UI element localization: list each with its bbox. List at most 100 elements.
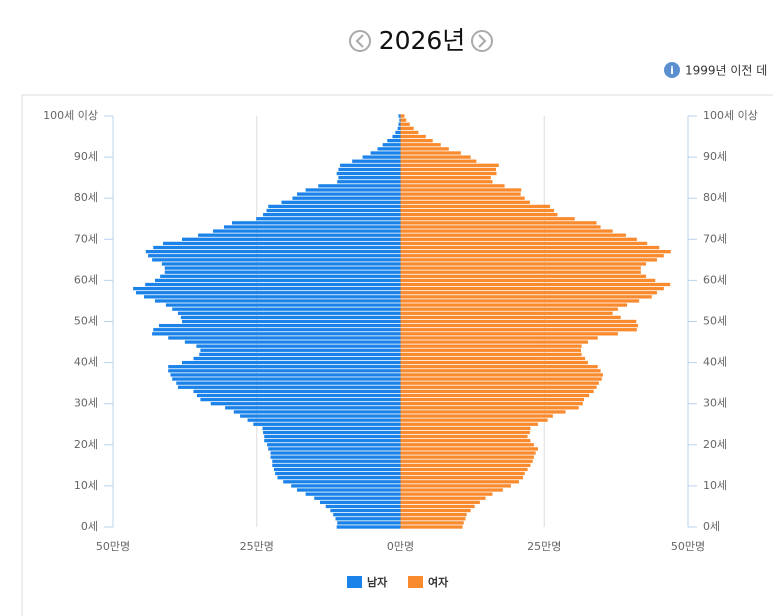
bar <box>400 402 583 406</box>
bar <box>400 451 536 455</box>
bar <box>152 258 401 262</box>
bar <box>223 225 401 229</box>
y-tick-label: 30세 <box>703 397 727 410</box>
bar <box>400 122 410 126</box>
bar <box>154 299 401 303</box>
bar <box>400 328 637 332</box>
bar <box>400 439 531 443</box>
bar <box>400 254 664 258</box>
bar <box>182 360 401 365</box>
bar <box>325 504 401 509</box>
bar <box>333 513 401 517</box>
bar <box>291 484 401 488</box>
bar <box>398 114 401 118</box>
bar <box>338 175 401 180</box>
bar <box>387 139 401 143</box>
bar <box>400 365 598 369</box>
bar <box>370 151 401 155</box>
bar <box>145 282 401 287</box>
bar <box>392 134 401 139</box>
bar <box>172 377 401 381</box>
bar <box>400 225 601 229</box>
bar <box>266 208 401 213</box>
y-tick-label: 10세 <box>74 479 98 492</box>
bar <box>267 443 401 447</box>
bar <box>400 373 603 377</box>
y-tick-label: 70세 <box>703 232 727 245</box>
bar <box>163 241 401 246</box>
svg-text:i: i <box>670 64 674 77</box>
bar <box>397 126 401 130</box>
legend-swatch <box>408 576 423 588</box>
bar <box>148 254 401 258</box>
bar <box>400 422 538 426</box>
bar <box>400 180 493 184</box>
bar <box>165 303 401 307</box>
bar <box>400 356 586 361</box>
bar <box>193 389 401 394</box>
bar <box>400 143 441 147</box>
bar <box>400 397 584 402</box>
bar <box>398 122 401 126</box>
bar <box>400 184 505 188</box>
bar <box>400 200 530 204</box>
bar <box>297 488 401 492</box>
y-tick-label: 20세 <box>74 438 98 451</box>
bar <box>213 229 401 233</box>
bar <box>180 315 401 320</box>
bar <box>400 307 618 311</box>
bar <box>400 245 660 250</box>
bar <box>337 521 401 525</box>
bar <box>133 286 401 291</box>
bar <box>264 439 401 443</box>
bar <box>400 517 466 521</box>
y-tick-label: 80세 <box>74 191 98 204</box>
bar <box>400 295 652 299</box>
y-tick-label: 30세 <box>74 397 98 410</box>
bar <box>400 130 419 135</box>
bar <box>400 323 638 328</box>
bar <box>400 459 533 463</box>
y-tick-label: 90세 <box>74 150 98 163</box>
bar <box>272 459 401 463</box>
next-button[interactable] <box>471 30 493 52</box>
bar <box>395 130 401 135</box>
y-tick-label: 0세 <box>703 520 720 533</box>
bar <box>400 443 534 447</box>
bar <box>320 500 401 504</box>
bar <box>161 262 401 266</box>
y-tick-label: 90세 <box>703 150 727 163</box>
bar <box>400 171 497 176</box>
bar <box>400 258 657 262</box>
bar <box>210 402 401 406</box>
bar <box>281 200 401 204</box>
bar <box>400 126 414 130</box>
bar <box>362 155 401 159</box>
bar <box>400 447 538 451</box>
bar <box>268 447 401 451</box>
bar <box>400 476 523 480</box>
bar <box>400 233 626 237</box>
bar <box>400 393 590 398</box>
y-tick-label: 40세 <box>703 356 727 369</box>
y-tick-label: 80세 <box>703 191 727 204</box>
bar <box>400 262 647 266</box>
notice: 1999년 이전 데 <box>685 64 767 78</box>
bar <box>400 192 521 196</box>
bar <box>400 237 637 241</box>
bar <box>400 274 647 278</box>
bar <box>400 496 486 500</box>
bar <box>256 217 401 221</box>
bar <box>338 167 401 172</box>
info-icon[interactable]: i <box>664 62 680 78</box>
bar <box>168 365 401 369</box>
bar <box>400 389 594 394</box>
prev-button[interactable] <box>349 30 371 52</box>
bar <box>400 525 463 529</box>
year-title: 2026년 <box>379 26 466 55</box>
bar <box>170 373 401 377</box>
bar <box>400 377 602 381</box>
x-tick-label: 25만명 <box>527 540 561 553</box>
chart-frame <box>21 94 773 616</box>
x-tick-label: 25만명 <box>240 540 274 553</box>
